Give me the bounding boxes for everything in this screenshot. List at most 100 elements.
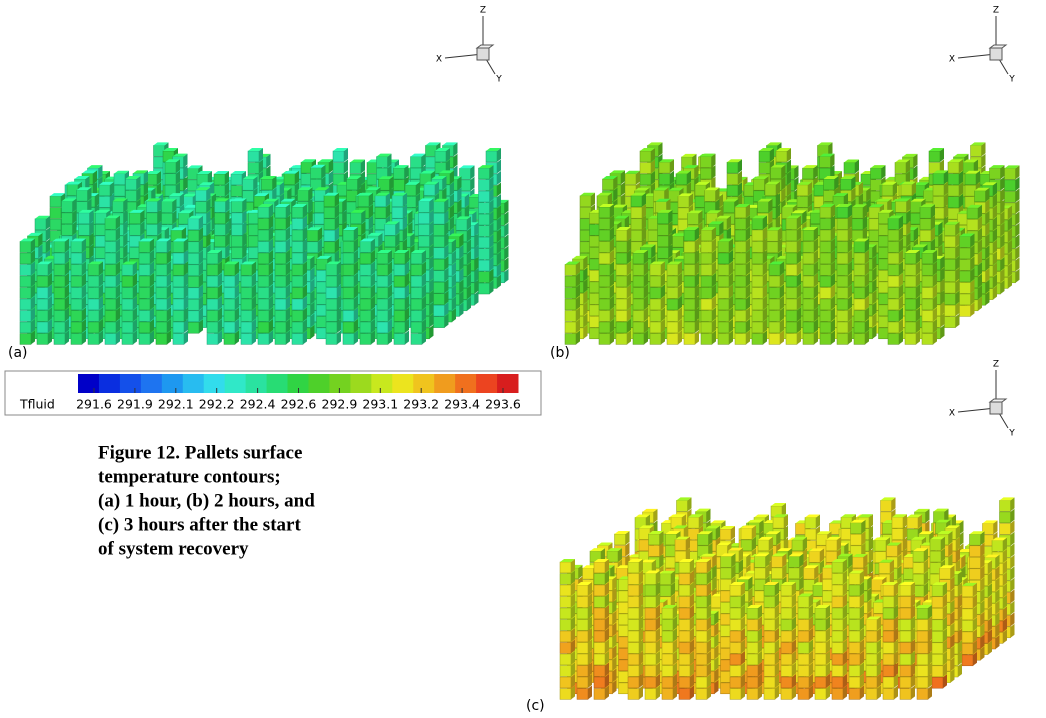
cube-face xyxy=(292,276,303,287)
cube-face xyxy=(326,288,337,299)
cube-face xyxy=(292,242,303,253)
cube-face xyxy=(434,225,445,236)
cube-face xyxy=(298,190,309,201)
cube-face xyxy=(394,180,405,191)
cube-face xyxy=(479,283,490,294)
cube-face xyxy=(105,242,116,253)
cube-face xyxy=(156,334,167,345)
cube-face xyxy=(113,201,124,212)
cube-face xyxy=(333,163,344,174)
cube-face xyxy=(156,242,167,253)
cube-face xyxy=(324,207,335,218)
cube-face xyxy=(71,334,82,345)
cube-face xyxy=(215,201,226,212)
cube-face xyxy=(156,276,167,287)
cube-face xyxy=(385,224,396,235)
cube-face xyxy=(20,288,31,299)
cube-face xyxy=(37,276,48,287)
cube-face xyxy=(347,179,358,190)
cube-face xyxy=(139,265,150,276)
cube-face xyxy=(139,334,150,345)
cube-face xyxy=(241,265,252,276)
cube-face xyxy=(99,185,110,196)
cube-face xyxy=(241,311,252,322)
cube-face xyxy=(424,185,435,196)
cube-face xyxy=(105,334,116,345)
cube-face xyxy=(351,213,362,224)
cube-face xyxy=(258,219,269,230)
cube-face xyxy=(147,213,158,224)
cube-face xyxy=(173,322,184,333)
cube-face xyxy=(326,265,337,276)
cube-face xyxy=(188,253,199,264)
cube-face xyxy=(392,196,403,207)
cube-face xyxy=(207,265,218,276)
cube-face xyxy=(54,288,65,299)
cube-face xyxy=(173,334,184,345)
cube-face xyxy=(241,276,252,287)
cube-face xyxy=(434,202,445,213)
cube-face xyxy=(54,311,65,322)
cube-face xyxy=(88,299,99,310)
cube-face xyxy=(20,299,31,310)
cube-face xyxy=(173,242,184,253)
cube-face xyxy=(214,174,225,185)
cube-face xyxy=(292,288,303,299)
cube-face xyxy=(147,224,158,235)
cube-face xyxy=(188,219,199,230)
cube-face xyxy=(479,260,490,271)
cube-face xyxy=(71,322,82,333)
cube-face xyxy=(284,174,295,185)
cube-face xyxy=(326,299,337,310)
cube-face xyxy=(258,322,269,333)
cube-face xyxy=(37,322,48,333)
cube-face xyxy=(207,322,218,333)
cube-face xyxy=(207,253,218,264)
cube-face xyxy=(479,214,490,225)
cube-face xyxy=(375,196,386,207)
cube-face xyxy=(258,242,269,253)
cube-face xyxy=(358,196,369,207)
cube-face xyxy=(224,334,235,345)
cube-face xyxy=(50,219,61,230)
cube-face xyxy=(258,265,269,276)
cube-face xyxy=(139,322,150,333)
cube-face xyxy=(207,299,218,310)
cube-face xyxy=(232,224,243,235)
cube-face xyxy=(479,191,490,202)
cube-face xyxy=(394,168,405,179)
cube-face xyxy=(258,253,269,264)
cube-face xyxy=(275,334,286,345)
cube-face xyxy=(54,253,65,264)
cube-face xyxy=(243,179,254,190)
cube-face xyxy=(156,299,167,310)
cube-face xyxy=(207,334,218,345)
cube-face xyxy=(324,242,335,253)
cube-face xyxy=(156,253,167,264)
cube-face xyxy=(139,242,150,253)
cube-face xyxy=(434,248,445,259)
cube-face xyxy=(71,299,82,310)
cube-face xyxy=(139,311,150,322)
cube-face xyxy=(324,219,335,230)
cube-face xyxy=(188,322,199,333)
cube-face xyxy=(77,190,88,201)
cube-face xyxy=(224,299,235,310)
cube-face xyxy=(434,282,445,293)
cube-face xyxy=(156,311,167,322)
cube-face xyxy=(258,276,269,287)
cube-face xyxy=(350,163,361,174)
cube-face xyxy=(54,242,65,253)
cube-face xyxy=(54,276,65,287)
cube-face xyxy=(248,151,259,162)
cube-face xyxy=(105,322,116,333)
cube-face xyxy=(224,322,235,333)
cube-face xyxy=(224,288,235,299)
cube-face xyxy=(147,201,158,212)
cube-face xyxy=(196,190,207,201)
cube-face xyxy=(162,213,173,224)
cube-face xyxy=(292,265,303,276)
cube-face xyxy=(71,265,82,276)
